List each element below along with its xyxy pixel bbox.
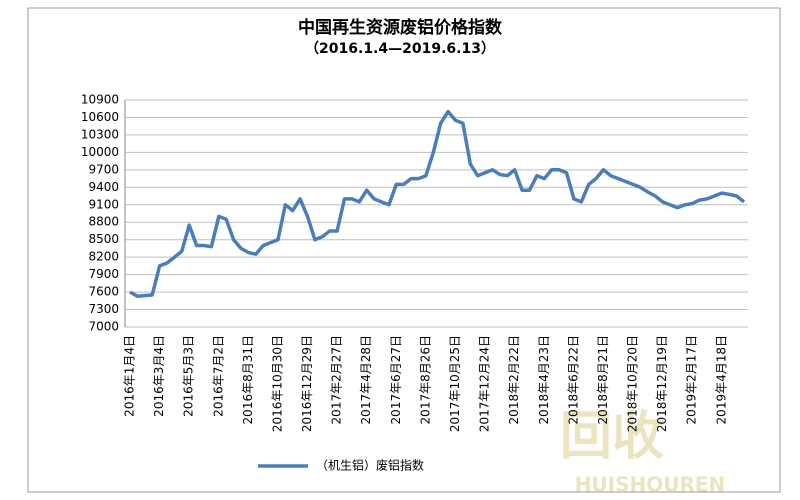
y-tick-label: 10000: [81, 145, 119, 159]
x-tick-label: 2017年2月27日: [330, 335, 344, 424]
y-tick-label: 7000: [88, 320, 119, 334]
x-tick-label: 2018年10月20日: [626, 335, 640, 432]
chart-title: 中国再生资源废铝价格指数: [298, 17, 503, 38]
x-tick-label: 2016年5月3日: [182, 335, 196, 417]
x-tick-label: 2018年8月21日: [596, 335, 610, 424]
y-tick-label: 7300: [88, 302, 119, 316]
y-tick-label: 7600: [88, 285, 119, 299]
y-tick-label: 8200: [88, 250, 119, 264]
chart-frame: [27, 7, 781, 493]
x-tick-label: 2018年12月19日: [655, 335, 669, 432]
x-tick-label: 2016年3月4日: [152, 335, 166, 417]
x-tick-label: 2016年1月4日: [123, 335, 137, 417]
x-tick-label: 2017年10月25日: [448, 335, 462, 432]
y-tick-label: 8500: [88, 232, 119, 246]
y-tick-label: 10300: [81, 127, 119, 141]
x-tick-label: 2016年10月30日: [270, 335, 284, 432]
y-tick-label: 8800: [88, 215, 119, 229]
y-tick-label: 10900: [81, 93, 119, 107]
x-tick-label: 2018年4月23日: [537, 335, 551, 424]
legend-label: （机生铝）废铝指数: [316, 458, 424, 473]
x-tick-label: 2019年2月17日: [685, 335, 699, 424]
x-tick-label: 2017年4月28日: [359, 335, 373, 424]
x-tick-label: 2019年4月18日: [714, 335, 728, 424]
y-tick-label: 7900: [88, 267, 119, 281]
y-tick-label: 9400: [88, 180, 119, 194]
x-tick-label: 2016年12月29日: [300, 335, 314, 432]
x-tick-label: 2018年2月22日: [507, 335, 521, 424]
x-tick-label: 2018年6月22日: [566, 335, 580, 424]
x-tick-label: 2017年6月27日: [389, 335, 403, 424]
data-line: [129, 109, 746, 298]
watermark-brand: HUISHOUREN: [575, 473, 726, 497]
x-tick-label: 2017年8月26日: [418, 335, 432, 424]
x-tick-label: 2017年12月24日: [478, 335, 492, 432]
x-tick-label: 2016年8月31日: [241, 335, 255, 424]
y-tick-label: 9100: [88, 197, 119, 211]
y-tick-label: 10600: [81, 110, 119, 124]
y-tick-label: 9700: [88, 162, 119, 176]
chart-subtitle: （2016.1.4—2019.6.13）: [305, 41, 495, 57]
watermark-logo: 回收: [560, 407, 664, 467]
x-tick-label: 2016年7月2日: [211, 335, 225, 417]
